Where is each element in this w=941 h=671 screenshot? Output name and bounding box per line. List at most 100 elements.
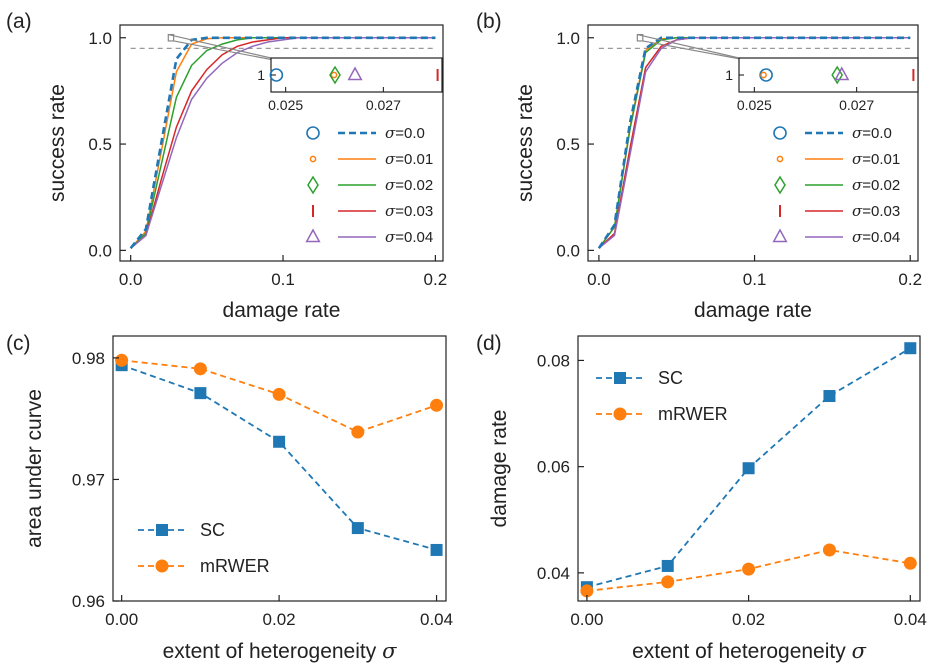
series-line-SC [121, 364, 437, 551]
inset-marker-0 [269, 68, 284, 82]
inset-x-tick-label: 0.025 [268, 97, 303, 113]
legend-marker-2 [774, 175, 786, 195]
y-tick-label: 0.5 [88, 135, 112, 154]
inset-x-tick-label: 0.027 [366, 97, 401, 113]
axes-frame [587, 24, 919, 262]
series-line-0 [597, 36, 911, 249]
x-tick-label: 0.04 [420, 610, 453, 629]
legend-marker-4 [772, 228, 788, 243]
y-tick-label: 0.98 [72, 349, 105, 368]
y-tick-label: 0.5 [556, 135, 580, 154]
data-point-SC [273, 435, 286, 448]
axes-frame [119, 24, 444, 262]
data-point-mRWER [661, 575, 675, 589]
panel-b: (b) 0.0 0.1 0.2 0.0 0.5 1.0 damage rate success … [476, 10, 922, 322]
data-point-mRWER [903, 556, 917, 570]
legend-label: σ=0.04 [385, 228, 433, 246]
data-point-mRWER [351, 425, 365, 439]
inset-marker-1 [760, 71, 767, 79]
y-tick-label: 0.04 [537, 564, 570, 583]
series-line-4 [130, 37, 436, 249]
x-axis-label: damage rate [694, 299, 812, 322]
x-tick-label: 0.0 [587, 270, 611, 289]
y-tick-label: 0.08 [537, 351, 570, 370]
inset-x-tick-label: 0.025 [737, 97, 772, 113]
y-tick-label: 1.0 [88, 29, 112, 48]
data-point-mRWER [822, 543, 836, 557]
data-point-SC [823, 390, 836, 403]
legend-label: mRWER [658, 404, 728, 424]
inset-x-tick-label: 0.027 [839, 97, 874, 113]
legend-marker-1 [309, 155, 317, 163]
x-tick-label: 0.04 [894, 610, 927, 629]
data-point-mRWER [193, 362, 207, 376]
legend-marker-2 [307, 175, 319, 195]
x-axis-label: extent of heterogeneity σ [632, 639, 867, 663]
legend-marker-SC [156, 524, 168, 536]
panel-c: (c) 0.00 0.02 0.04 0.96 0.97 0.98 extent of het… [6, 332, 453, 663]
legend-label: σ=0.03 [852, 202, 900, 220]
legend-label: SC [658, 368, 683, 388]
data-point-SC [661, 559, 674, 572]
y-axis-label: success rate [514, 84, 537, 202]
y-axis-label: damage rate [488, 410, 511, 528]
panel-d: (d) 0.00 0.02 0.04 0.04 0.06 0.08 extent of het… [476, 332, 927, 663]
y-tick-label: 0.97 [72, 470, 105, 489]
panel-label: (a) [6, 10, 32, 33]
inset-marker-2 [329, 65, 341, 85]
y-tick-label: 0.0 [88, 241, 112, 260]
legend-marker-mRWER [613, 407, 627, 421]
legend-marker-1 [776, 155, 784, 163]
data-point-SC [351, 522, 364, 535]
x-tick-label: 0.00 [105, 610, 138, 629]
inset-frame [270, 57, 443, 93]
legend-label: SC [200, 520, 225, 540]
legend-label: σ=0.0 [385, 124, 425, 142]
legend-marker-SC [614, 372, 626, 384]
inset-y-tick-label: 1 [725, 67, 733, 83]
zoom-connector [168, 33, 272, 59]
data-point-SC [904, 342, 917, 355]
legend-marker-mRWER [155, 559, 169, 573]
legend-label: σ=0.03 [385, 202, 433, 220]
data-point-mRWER [115, 353, 129, 367]
data-point-mRWER [430, 398, 444, 412]
y-tick-label: 1.0 [556, 29, 580, 48]
legend-label: σ=0.04 [852, 228, 900, 246]
zoom-connector [637, 33, 740, 59]
inset-marker-0 [759, 68, 773, 82]
panel-label: (c) [6, 332, 31, 355]
x-tick-label: 0.0 [119, 270, 143, 289]
x-tick-label: 0.2 [898, 270, 922, 289]
legend-label: σ=0.02 [852, 176, 900, 194]
data-point-SC [742, 462, 755, 475]
y-tick-label: 0.0 [556, 241, 580, 260]
legend-label: σ=0.02 [385, 176, 433, 194]
zoom-box [636, 33, 644, 42]
series-line-0 [129, 36, 436, 250]
x-axis-label: damage rate [223, 299, 341, 322]
x-axis-label: extent of heterogeneity σ [163, 639, 398, 663]
x-tick-label: 0.2 [424, 270, 448, 289]
inset-frame [738, 57, 919, 93]
inset-marker-4 [347, 66, 363, 81]
legend-label: mRWER [200, 556, 270, 576]
x-tick-label: 0.1 [743, 270, 767, 289]
legend-label: σ=0.01 [852, 150, 900, 168]
x-tick-label: 0.1 [271, 270, 295, 289]
y-tick-label: 0.06 [537, 458, 570, 477]
inset-marker-4 [834, 66, 850, 81]
panel-a: (a) 0.0 0.1 0.2 0.0 0.5 1.0 damage rate success … [6, 10, 447, 322]
inset-marker-1 [330, 71, 338, 79]
legend-marker-0 [773, 126, 787, 140]
legend-label: σ=0.0 [852, 124, 892, 142]
panel-label: (d) [476, 332, 502, 355]
data-point-mRWER [272, 387, 286, 401]
x-tick-label: 0.02 [263, 610, 296, 629]
data-point-mRWER [742, 562, 756, 576]
panel-label: (b) [476, 10, 502, 33]
legend-label: σ=0.01 [385, 150, 433, 168]
y-axis-label: area under curve [23, 389, 46, 548]
data-point-SC [194, 387, 207, 400]
